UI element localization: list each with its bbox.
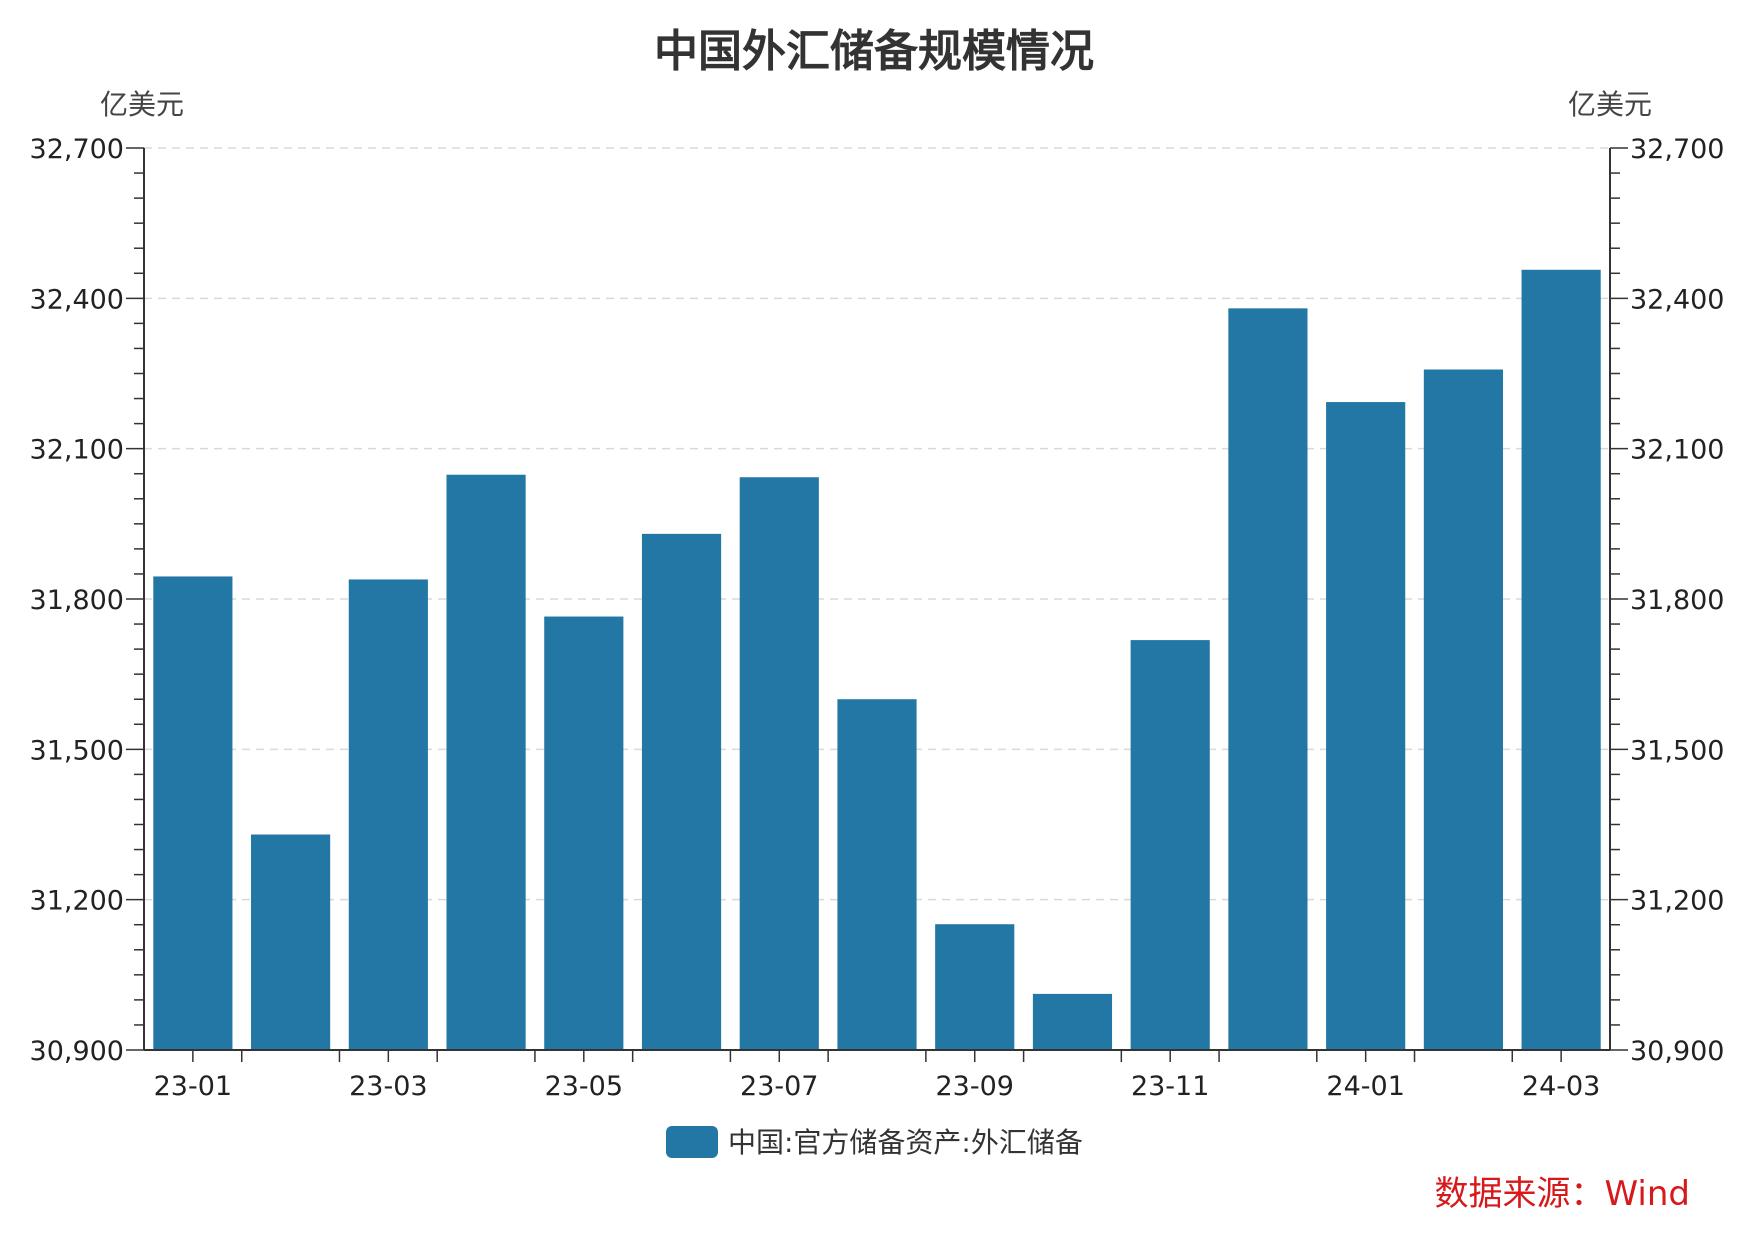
bar-23-12[interactable] <box>1228 308 1308 1050</box>
y-tick-label-left: 30,900 <box>30 1036 124 1067</box>
y-unit-right: 亿美元 <box>1568 88 1652 121</box>
bar-23-04[interactable] <box>446 474 526 1050</box>
y-tick-label-right: 32,400 <box>1630 284 1724 315</box>
y-tick-label-right: 31,200 <box>1630 886 1724 917</box>
y-tick-label-left: 32,700 <box>30 134 124 165</box>
y-unit-left: 亿美元 <box>100 88 184 121</box>
bar-23-11[interactable] <box>1130 640 1210 1050</box>
x-tick-label: 23-03 <box>349 1071 427 1102</box>
x-tick-label: 23-09 <box>935 1071 1013 1102</box>
bar-23-06[interactable] <box>641 533 722 1050</box>
bar-24-01[interactable] <box>1326 402 1406 1050</box>
bar-23-08[interactable] <box>837 699 917 1050</box>
bar-23-02[interactable] <box>251 834 331 1050</box>
legend-label: 中国:官方储备资产:外汇储备 <box>728 1126 1083 1159</box>
bar-23-07[interactable] <box>739 477 819 1051</box>
y-tick-label-left: 31,200 <box>30 886 124 917</box>
bar-24-03[interactable] <box>1521 269 1601 1050</box>
y-tick-label-left: 32,100 <box>30 435 124 466</box>
x-tick-label: 24-03 <box>1522 1071 1600 1102</box>
bar-23-09[interactable] <box>935 924 1015 1050</box>
bar-24-02[interactable] <box>1423 369 1503 1051</box>
y-tick-label-left: 32,400 <box>30 284 124 315</box>
bar-23-05[interactable] <box>544 616 624 1050</box>
bar-23-10[interactable] <box>1032 993 1113 1050</box>
y-tick-label-left: 31,800 <box>30 585 124 616</box>
x-tick-label: 23-11 <box>1131 1071 1209 1102</box>
y-tick-label-left: 31,500 <box>30 735 124 766</box>
legend[interactable]: 中国:官方储备资产:外汇储备 <box>666 1126 1083 1159</box>
y-tick-label-right: 31,500 <box>1630 735 1724 766</box>
x-tick-label: 23-07 <box>740 1071 818 1102</box>
legend-swatch <box>666 1126 718 1158</box>
y-tick-label-right: 31,800 <box>1630 585 1724 616</box>
axes <box>126 147 1628 1062</box>
y-tick-label-right: 32,700 <box>1630 134 1724 165</box>
x-tick-label: 23-01 <box>154 1071 232 1102</box>
x-tick-label: 24-01 <box>1326 1071 1404 1102</box>
tick-labels: 30,900 30,900 31,200 31,200 31,500 31,500 31,8… <box>30 134 1725 1102</box>
bar-23-03[interactable] <box>348 579 428 1050</box>
chart-title: 中国外汇储备规模情况 <box>654 26 1094 77</box>
bar-23-01[interactable] <box>153 576 233 1050</box>
y-tick-label-right: 32,100 <box>1630 435 1724 466</box>
x-tick-label: 23-05 <box>545 1071 623 1102</box>
bars <box>153 269 1601 1051</box>
source-note: 数据来源：Wind <box>1435 1174 1690 1214</box>
y-tick-label-right: 30,900 <box>1630 1036 1724 1067</box>
